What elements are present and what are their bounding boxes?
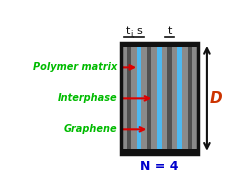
- Bar: [127, 43, 131, 154]
- Bar: [192, 43, 198, 154]
- Bar: [121, 43, 127, 154]
- Text: t: t: [167, 26, 172, 36]
- Bar: [121, 43, 198, 47]
- Bar: [121, 43, 198, 154]
- Bar: [121, 149, 198, 154]
- Text: Interphase: Interphase: [58, 93, 117, 103]
- Bar: [141, 43, 147, 154]
- Bar: [147, 43, 151, 154]
- Text: D: D: [210, 91, 222, 106]
- Bar: [188, 43, 192, 154]
- Bar: [162, 43, 167, 154]
- Bar: [151, 43, 157, 154]
- Text: N = 4: N = 4: [140, 160, 179, 173]
- Bar: [121, 43, 198, 154]
- Bar: [182, 43, 188, 154]
- Bar: [172, 43, 177, 154]
- Text: Graphene: Graphene: [64, 124, 117, 134]
- Bar: [131, 43, 137, 154]
- Text: Polymer matrix: Polymer matrix: [33, 62, 117, 72]
- Text: i: i: [130, 30, 132, 40]
- Bar: [167, 43, 172, 154]
- Text: t: t: [126, 26, 130, 36]
- Text: s: s: [136, 26, 142, 36]
